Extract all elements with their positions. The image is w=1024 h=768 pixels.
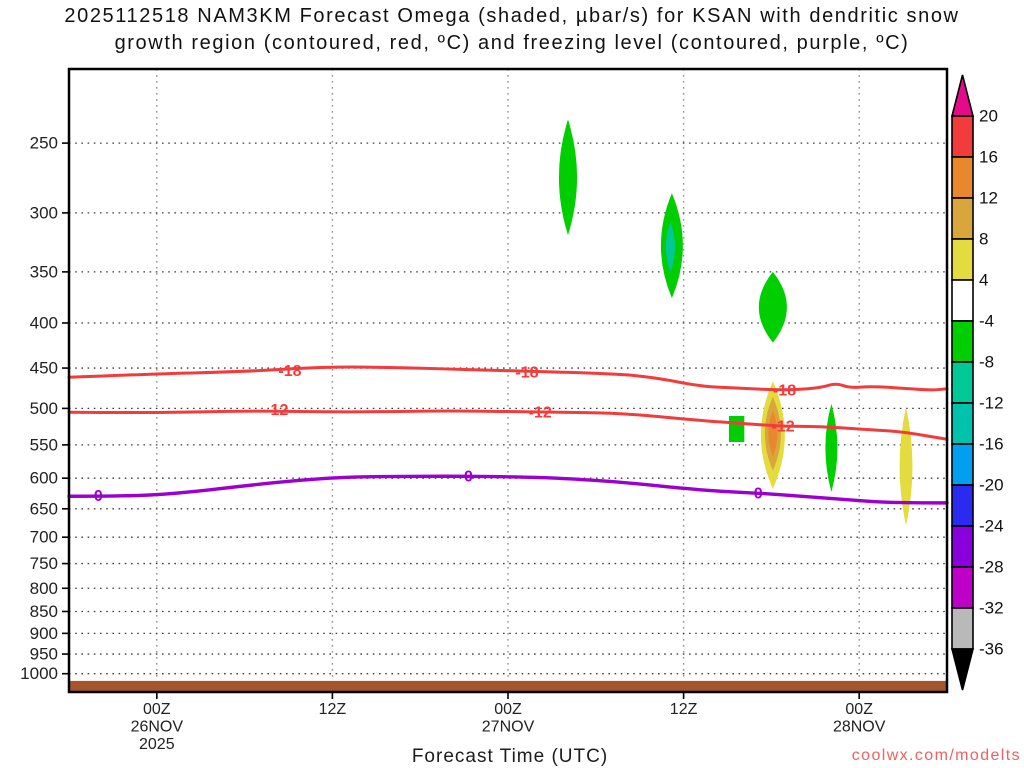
colorbar-label: -28	[979, 557, 1004, 576]
colorbar-segment	[951, 320, 974, 363]
y-tick-label: 900	[30, 624, 58, 643]
colorbar-segment	[951, 484, 974, 527]
colorbar-segment	[951, 156, 974, 199]
colorbar-segment	[951, 402, 974, 445]
colorbar-segment	[951, 443, 974, 486]
y-tick-label: 450	[30, 359, 58, 378]
colorbar-segment	[951, 238, 974, 281]
x-tick-label: 00Z	[845, 701, 873, 718]
contour-label-freezing-level: 0	[754, 485, 763, 502]
omega-shaded-region	[665, 221, 675, 272]
x-axis-title: Forecast Time (UTC)	[411, 746, 609, 767]
colorbar-segment	[951, 566, 974, 609]
y-tick-label: 750	[30, 554, 58, 573]
y-tick-label: 350	[30, 262, 58, 281]
colorbar-segment	[951, 197, 974, 240]
contour-label-dendritic-minus18: -18	[773, 383, 796, 400]
colorbar-segment	[951, 525, 974, 568]
contour-label-freezing-level: 0	[94, 488, 103, 505]
y-tick-label: 500	[30, 399, 58, 418]
colorbar-segment	[951, 279, 974, 322]
contour-label-dendritic-minus12: -12	[772, 419, 795, 436]
omega-shaded-region	[758, 271, 787, 343]
x-tick-label: 27NOV	[482, 719, 535, 736]
y-tick-label: 950	[30, 645, 58, 664]
colorbar-label: 8	[979, 229, 988, 248]
x-tick-label: 26NOV	[131, 719, 184, 736]
chart-title-line2: growth region (contoured, red, ºC) and f…	[114, 32, 910, 54]
x-tick-label: 28NOV	[833, 719, 886, 736]
x-tick-label: 12Z	[670, 701, 698, 718]
contour-line-freezing-level	[67, 474, 949, 505]
y-tick-label: 300	[30, 203, 58, 222]
contour-label-dendritic-minus18: -18	[515, 365, 538, 382]
contour-label-dendritic-minus12: -12	[265, 402, 288, 419]
colorbar-label: 12	[979, 188, 998, 207]
watermark-text: coolwx.com/modelts	[851, 747, 1021, 764]
colorbar-label: -24	[979, 516, 1004, 535]
contour-line-dendritic-minus18	[67, 365, 949, 392]
colorbar-label: 16	[979, 147, 998, 166]
y-tick-label: 600	[30, 469, 58, 488]
y-tick-label: 650	[30, 499, 58, 518]
colorbar-segment	[951, 361, 974, 404]
colorbar-label: -32	[979, 598, 1004, 617]
y-tick-label: 800	[30, 579, 58, 598]
x-tick-label: 2025	[139, 736, 175, 753]
colorbar-under-arrow	[950, 648, 975, 691]
colorbar: 20 16 12 8 4 -4 -8 -12 -16 -20 -24 -28 -32 -36	[950, 74, 1004, 691]
y-tick-label: 550	[30, 435, 58, 454]
colorbar-label: -12	[979, 393, 1004, 412]
colorbar-label: -4	[979, 311, 994, 330]
surface-terrain	[69, 680, 947, 692]
colorbar-label: -20	[979, 475, 1004, 494]
chart-title-line1: 2025112518 NAM3KM Forecast Omega (shaded…	[64, 5, 960, 27]
omega-shaded-region	[728, 415, 745, 443]
contour-label-freezing-level: 0	[464, 468, 473, 485]
colorbar-label: 20	[979, 106, 998, 125]
contour-label-dendritic-minus12: -12	[529, 404, 552, 421]
y-tick-label: 1000	[20, 664, 58, 683]
colorbar-over-arrow	[950, 74, 975, 117]
y-tick-label: 250	[30, 134, 58, 153]
y-tick-label: 400	[30, 313, 58, 332]
x-tick-label: 00Z	[494, 701, 522, 718]
omega-shaded-region	[825, 403, 838, 492]
colorbar-label: -16	[979, 434, 1004, 453]
omega-shaded-region	[899, 406, 913, 526]
y-tick-label: 850	[30, 602, 58, 621]
y-tick-label: 700	[30, 528, 58, 547]
colorbar-label: -36	[979, 639, 1004, 658]
colorbar-label: -8	[979, 352, 994, 371]
x-tick-label: 12Z	[319, 701, 347, 718]
contour-line-dendritic-minus12	[67, 409, 949, 441]
contour-label-dendritic-minus18: -18	[278, 363, 301, 380]
omega-shaded-region	[768, 410, 778, 457]
omega-shaded-region	[558, 119, 578, 236]
colorbar-segment	[951, 115, 974, 158]
colorbar-label: 4	[979, 270, 988, 289]
colorbar-segment	[951, 607, 974, 650]
x-tick-label: 00Z	[143, 701, 171, 718]
